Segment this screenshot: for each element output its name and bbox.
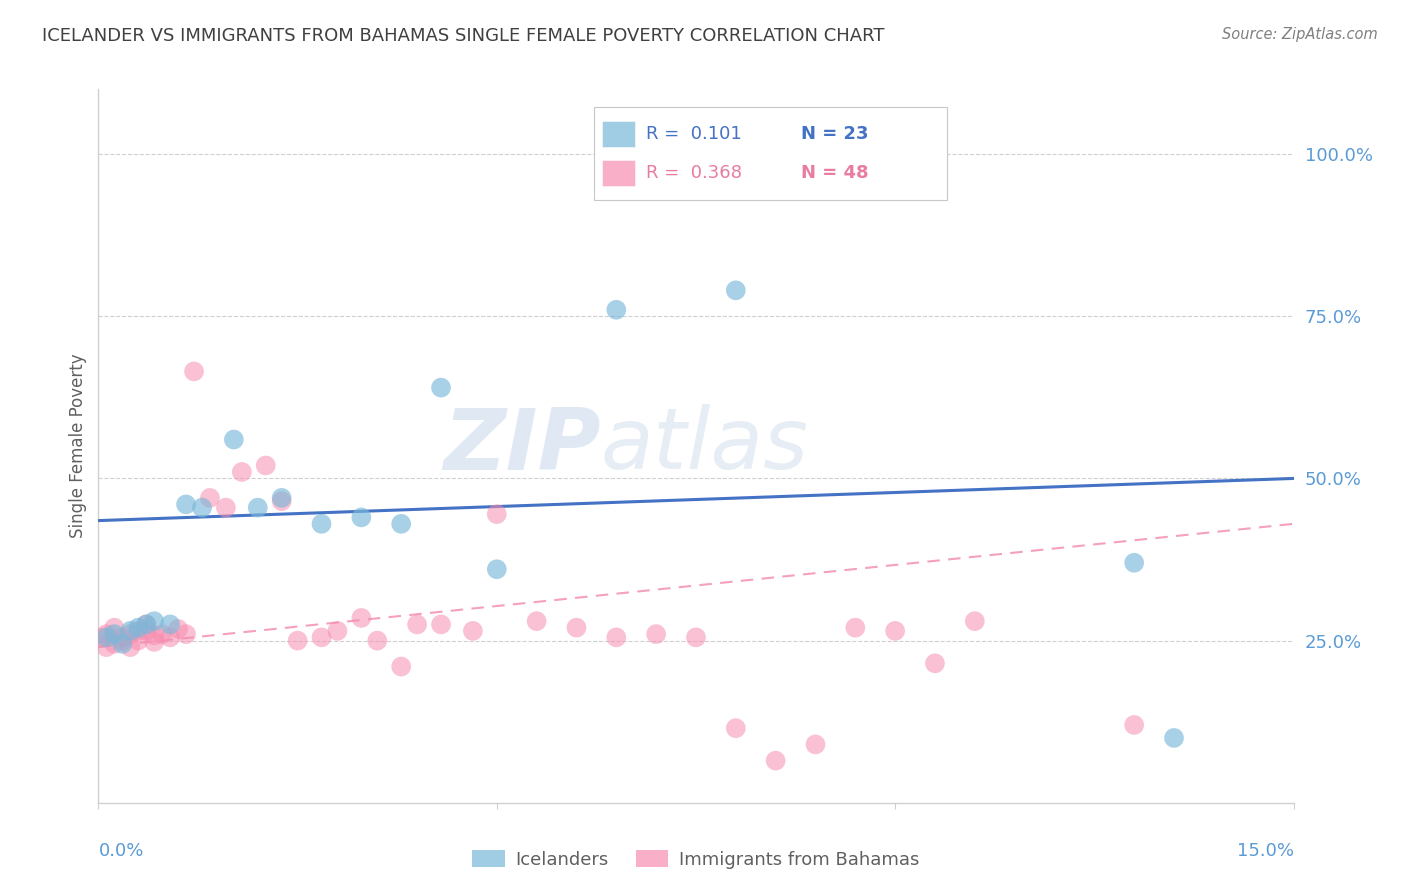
Point (326, 624, 349, 638)
Point (135, 624, 157, 638)
Point (350, 611, 373, 625)
Point (884, 624, 907, 638)
Point (174, 497, 197, 511)
Legend: Icelanders, Immigrants from Bahamas: Icelanders, Immigrants from Bahamas (465, 843, 927, 876)
Point (231, 465, 253, 479)
Point (174, 627, 197, 641)
Point (254, 458, 277, 473)
Point (270, 494, 292, 508)
Point (135, 617, 157, 632)
Text: N = 23: N = 23 (801, 125, 869, 143)
Text: R =  0.368: R = 0.368 (645, 164, 742, 182)
Point (96, 640, 118, 654)
Point (311, 631, 333, 645)
Point (143, 635, 166, 649)
Point (135, 617, 157, 632)
Point (724, 721, 747, 735)
Point (150, 627, 173, 641)
Point (120, 624, 142, 638)
Point (111, 633, 134, 648)
Point (461, 624, 484, 638)
Point (844, 621, 866, 635)
Point (103, 627, 125, 641)
Point (406, 617, 429, 632)
Text: R =  0.101: R = 0.101 (645, 125, 741, 143)
Text: Source: ZipAtlas.com: Source: ZipAtlas.com (1222, 27, 1378, 42)
Point (430, 381, 453, 395)
Text: atlas: atlas (600, 404, 808, 488)
Point (127, 621, 149, 635)
Point (605, 631, 627, 645)
Point (350, 510, 373, 524)
Point (287, 633, 309, 648)
Point (143, 614, 166, 628)
Text: N = 48: N = 48 (801, 164, 869, 182)
Point (103, 621, 125, 635)
Point (884, 173, 907, 187)
Point (804, 738, 827, 752)
Point (111, 631, 134, 645)
FancyBboxPatch shape (595, 107, 946, 200)
Point (645, 627, 668, 641)
Text: ICELANDER VS IMMIGRANTS FROM BAHAMAS SINGLE FEMALE POVERTY CORRELATION CHART: ICELANDER VS IMMIGRANTS FROM BAHAMAS SIN… (42, 27, 884, 45)
Point (565, 621, 588, 635)
Text: ZIP: ZIP (443, 404, 600, 488)
Point (270, 491, 292, 505)
Point (183, 364, 205, 378)
Point (311, 516, 333, 531)
Text: 15.0%: 15.0% (1236, 842, 1294, 860)
Point (198, 491, 221, 505)
Point (924, 657, 946, 671)
Point (724, 283, 747, 297)
Point (366, 633, 388, 648)
Point (215, 500, 238, 515)
Y-axis label: Single Female Poverty: Single Female Poverty (69, 354, 87, 538)
Point (389, 516, 412, 531)
Text: 0.0%: 0.0% (98, 842, 143, 860)
Point (111, 637, 134, 651)
Point (127, 633, 149, 648)
Point (430, 617, 453, 632)
Point (485, 562, 508, 576)
Point (389, 659, 412, 673)
Point (159, 631, 181, 645)
Point (765, 754, 787, 768)
Point (96, 631, 118, 645)
Point (127, 624, 149, 638)
Point (246, 500, 269, 515)
Point (159, 617, 181, 632)
Point (103, 637, 125, 651)
Point (167, 622, 190, 636)
Point (1163, 731, 1185, 745)
Point (143, 628, 166, 642)
Point (485, 507, 508, 521)
Point (91, 631, 114, 645)
FancyBboxPatch shape (602, 121, 636, 147)
Point (1123, 556, 1146, 570)
Point (1123, 718, 1146, 732)
Point (963, 614, 986, 628)
Point (526, 614, 548, 628)
FancyBboxPatch shape (602, 160, 636, 186)
Point (120, 640, 142, 654)
Point (120, 627, 142, 641)
Point (96, 627, 118, 641)
Point (191, 500, 214, 515)
Point (222, 433, 245, 447)
Point (685, 631, 707, 645)
Point (605, 302, 627, 317)
